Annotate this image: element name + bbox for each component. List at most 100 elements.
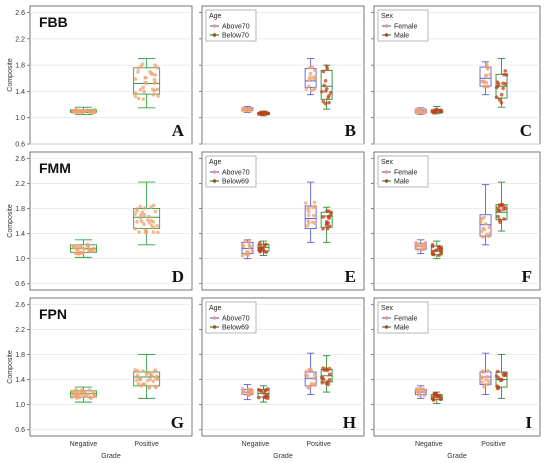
data-point [258, 250, 262, 254]
data-point [483, 221, 488, 226]
data-point [247, 106, 251, 111]
x-tick-label: Positive [134, 441, 159, 448]
data-point [496, 214, 500, 219]
data-point [304, 87, 309, 91]
data-point [139, 384, 143, 388]
data-point [150, 373, 154, 378]
legend-title: Sex [381, 305, 394, 312]
data-point [479, 229, 484, 234]
data-point [153, 73, 158, 77]
data-point [324, 87, 329, 91]
y-axis-label: Composite [7, 204, 14, 238]
data-point [328, 213, 333, 218]
box-iqr [133, 371, 161, 387]
data-point [312, 200, 317, 205]
data-point [145, 218, 150, 222]
data-point [416, 247, 420, 252]
data-point [153, 80, 158, 85]
data-point [243, 239, 248, 243]
x-tick-label: Negative [415, 441, 443, 448]
y-tick-label: 1.0 [15, 402, 25, 409]
data-point [141, 369, 145, 373]
data-point [321, 227, 325, 231]
data-point [322, 83, 326, 88]
legend-marker [384, 24, 389, 28]
data-point [136, 96, 141, 101]
data-point [483, 382, 488, 387]
y-tick-label: 2.2 [15, 327, 25, 334]
data-point [487, 225, 492, 230]
data-point [265, 393, 270, 397]
data-point [501, 86, 506, 91]
y-tick-label: 2.6 [15, 10, 25, 17]
data-point [328, 90, 333, 95]
data-point [305, 373, 310, 378]
data-point [433, 109, 437, 114]
panel-letter: F [522, 267, 532, 286]
data-point [248, 244, 252, 249]
y-axis-label: Composite [7, 350, 14, 384]
row-title: FPN [39, 306, 67, 322]
data-point [75, 243, 80, 248]
data-point [503, 373, 508, 377]
data-point [438, 393, 442, 398]
data-point [307, 386, 311, 391]
data-point [256, 112, 261, 116]
data-point [152, 369, 157, 374]
data-point [133, 226, 138, 231]
x-tick-label: Negative [70, 441, 98, 448]
data-point [484, 62, 489, 67]
x-axis-label: Grade [101, 453, 121, 460]
x-tick-label: Negative [242, 441, 270, 448]
data-point [82, 394, 87, 399]
data-point [155, 223, 159, 228]
legend-entry: Male [394, 325, 409, 332]
data-point [133, 212, 137, 216]
data-point [137, 230, 142, 234]
data-point [240, 253, 245, 258]
data-point [138, 204, 143, 209]
data-point [496, 369, 500, 374]
data-point [310, 220, 315, 224]
y-tick-label: 2.2 [15, 36, 25, 43]
data-point [153, 63, 157, 68]
legend-title: Sex [381, 13, 394, 20]
y-tick-label: 1.0 [15, 256, 25, 263]
data-point [151, 230, 156, 234]
legend-marker [212, 24, 217, 28]
data-point [419, 244, 423, 249]
data-point [435, 393, 440, 398]
data-point [136, 66, 141, 71]
y-tick-label: 2.6 [15, 302, 25, 309]
data-point [143, 80, 148, 85]
data-point [144, 372, 149, 377]
data-point [309, 88, 314, 93]
data-point [308, 65, 312, 70]
data-point [327, 372, 332, 377]
data-point [421, 388, 426, 392]
data-point [327, 100, 331, 105]
data-point [90, 110, 95, 114]
data-point [422, 247, 426, 252]
data-point [496, 209, 501, 213]
data-point [312, 372, 317, 377]
data-point [306, 84, 311, 89]
data-point [321, 366, 325, 370]
data-point [86, 243, 90, 248]
legend-marker [212, 33, 217, 37]
data-point [497, 218, 502, 222]
data-point [85, 108, 89, 113]
data-point [418, 108, 422, 112]
data-point [138, 87, 143, 92]
data-point [249, 390, 254, 395]
data-point [74, 388, 78, 392]
legend-entry: Below70 [222, 33, 249, 40]
data-point [246, 388, 251, 392]
data-point [257, 241, 262, 245]
data-point [497, 98, 502, 102]
data-point [147, 221, 152, 225]
data-point [480, 380, 485, 385]
